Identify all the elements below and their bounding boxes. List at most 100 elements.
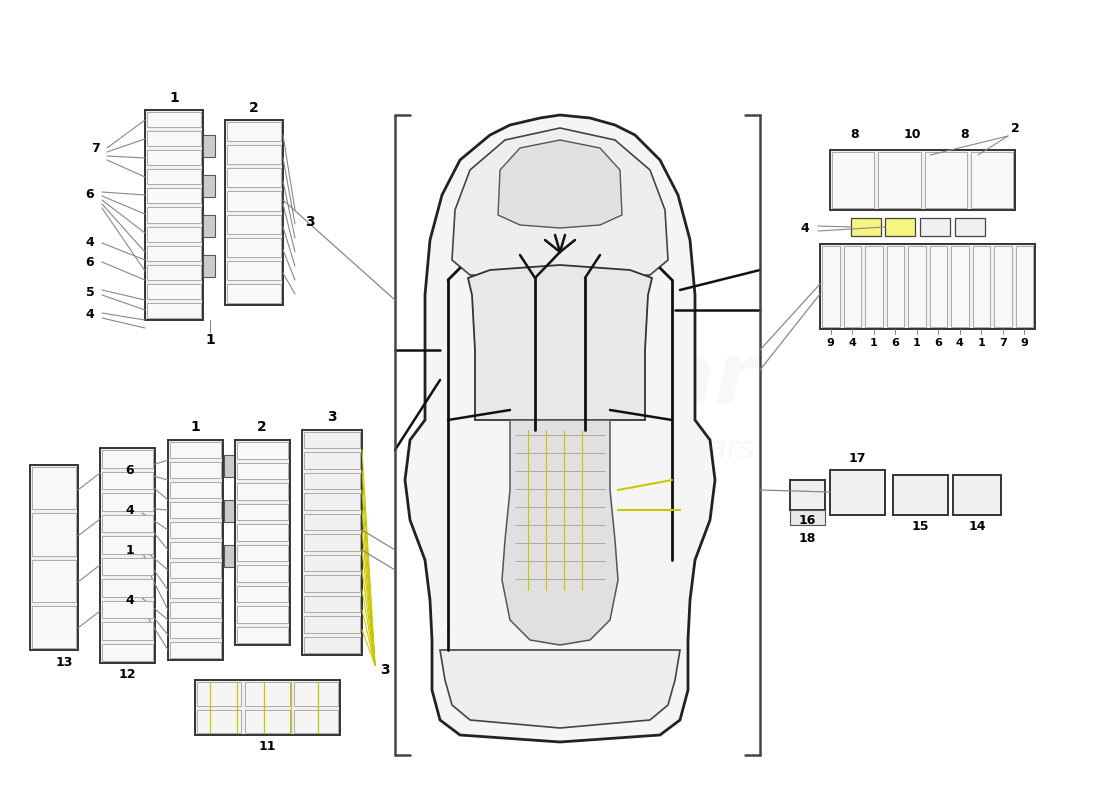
Bar <box>32 606 76 648</box>
Bar <box>204 255 214 277</box>
Text: 4: 4 <box>86 237 95 250</box>
Bar <box>227 238 280 257</box>
Bar <box>908 246 925 327</box>
Bar <box>236 462 288 479</box>
Text: 12: 12 <box>119 669 135 682</box>
Bar <box>972 246 990 327</box>
Bar <box>245 710 289 733</box>
Bar <box>294 710 338 733</box>
Bar <box>30 465 78 650</box>
Bar <box>227 214 280 234</box>
Bar <box>236 503 288 520</box>
Bar <box>102 493 153 510</box>
Bar <box>147 284 201 299</box>
Bar <box>822 246 839 327</box>
Bar <box>197 710 241 733</box>
Bar <box>170 462 221 478</box>
Bar <box>304 596 360 612</box>
Text: 4: 4 <box>801 222 810 234</box>
Text: 1: 1 <box>870 338 878 348</box>
Bar <box>236 586 288 602</box>
Bar <box>304 637 360 653</box>
Bar <box>170 582 221 598</box>
Bar <box>236 565 288 582</box>
Text: 1: 1 <box>913 338 921 348</box>
Bar <box>304 494 360 510</box>
Bar <box>147 226 201 242</box>
Bar <box>820 244 1035 329</box>
Bar <box>851 218 881 236</box>
Text: 13: 13 <box>55 655 73 669</box>
Bar <box>147 112 201 127</box>
Bar <box>304 432 360 449</box>
Bar <box>147 170 201 184</box>
Polygon shape <box>440 650 680 728</box>
Bar <box>224 545 236 567</box>
Polygon shape <box>498 140 622 228</box>
Text: 8: 8 <box>850 129 859 142</box>
Bar <box>830 150 1015 210</box>
Text: 1: 1 <box>190 420 200 434</box>
Text: 16: 16 <box>799 514 816 527</box>
Bar <box>227 145 280 164</box>
Text: 2: 2 <box>1011 122 1020 134</box>
Text: 5: 5 <box>86 286 95 298</box>
Text: 6: 6 <box>125 463 134 477</box>
Bar <box>195 680 340 735</box>
Bar <box>790 510 825 525</box>
Bar <box>102 643 153 661</box>
Bar <box>887 246 904 327</box>
Bar <box>245 682 289 706</box>
Bar <box>147 188 201 203</box>
Bar <box>147 150 201 166</box>
Polygon shape <box>502 420 618 645</box>
Bar <box>227 168 280 187</box>
Bar <box>970 152 1013 208</box>
Bar <box>294 682 338 706</box>
Bar <box>304 473 360 490</box>
Text: 1: 1 <box>978 338 986 348</box>
Text: 3: 3 <box>327 410 337 424</box>
Bar <box>170 602 221 618</box>
Bar <box>224 500 236 522</box>
Text: 9: 9 <box>827 338 835 348</box>
Bar <box>236 606 288 622</box>
Bar <box>236 524 288 541</box>
Text: 4: 4 <box>848 338 856 348</box>
Bar <box>102 579 153 597</box>
Text: 1: 1 <box>125 543 134 557</box>
Bar <box>102 622 153 639</box>
Bar <box>227 284 280 303</box>
Text: 6: 6 <box>86 255 95 269</box>
Bar <box>893 475 948 515</box>
Bar <box>236 442 288 458</box>
Polygon shape <box>452 128 668 278</box>
Bar <box>147 265 201 280</box>
Bar <box>170 642 221 658</box>
Bar <box>170 542 221 558</box>
Bar <box>224 455 236 477</box>
Text: 6: 6 <box>934 338 943 348</box>
Bar <box>955 218 984 236</box>
Bar <box>170 482 221 498</box>
Text: 8: 8 <box>960 129 969 142</box>
Bar <box>304 554 360 571</box>
Bar <box>235 440 290 645</box>
Polygon shape <box>405 115 715 742</box>
Bar <box>304 575 360 592</box>
Text: 18: 18 <box>799 531 816 545</box>
Text: 2: 2 <box>249 101 258 115</box>
Text: 4: 4 <box>125 503 134 517</box>
Text: 1: 1 <box>205 333 214 347</box>
Bar <box>994 246 1012 327</box>
Bar <box>197 682 241 706</box>
Text: 4: 4 <box>956 338 964 348</box>
Bar <box>236 483 288 499</box>
Text: 11: 11 <box>258 741 276 754</box>
Bar <box>204 175 214 197</box>
Bar <box>844 246 861 327</box>
Bar <box>832 152 875 208</box>
Bar <box>924 152 967 208</box>
Text: a passion for cars: a passion for cars <box>485 435 755 465</box>
Bar <box>236 545 288 561</box>
